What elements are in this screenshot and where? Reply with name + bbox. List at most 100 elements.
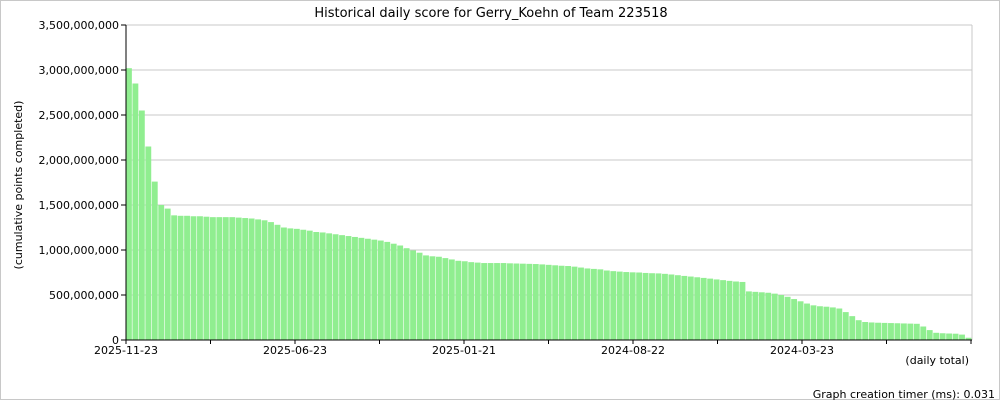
daily-score-bar xyxy=(926,330,933,340)
daily-score-bar xyxy=(435,256,442,340)
daily-score-bar xyxy=(190,216,197,340)
daily-score-bar xyxy=(855,320,862,340)
daily-score-bar xyxy=(151,181,158,340)
daily-score-bar xyxy=(300,229,307,340)
daily-score-bar xyxy=(623,272,630,340)
daily-score-bar xyxy=(261,220,268,340)
daily-score-bar xyxy=(332,234,339,340)
daily-score-bar xyxy=(274,224,281,340)
bars xyxy=(126,68,972,340)
daily-score-bar xyxy=(268,222,274,340)
y-axis-label: (cumulative points completed) xyxy=(12,101,25,270)
daily-score-bar xyxy=(242,218,249,340)
daily-score-bar xyxy=(603,270,610,340)
y-tick-label: 2,000,000,000 xyxy=(39,154,119,167)
daily-score-bar xyxy=(287,228,294,340)
y-tick-label: 3,500,000,000 xyxy=(39,19,119,32)
daily-score-bar xyxy=(888,323,894,340)
daily-score-bar xyxy=(590,268,597,340)
daily-score-bar xyxy=(545,264,552,340)
x-ticks: 2025-11-23 2025-06-23 2025-01-21 2024-08-22… xyxy=(94,340,972,357)
daily-score-bar xyxy=(713,279,720,340)
daily-score-bar xyxy=(132,83,139,340)
daily-score-bar xyxy=(423,255,429,340)
daily-score-bar xyxy=(804,303,810,340)
daily-score-bar xyxy=(513,263,520,340)
chart-title: Historical daily score for Gerry_Koehn o… xyxy=(314,6,667,21)
daily-score-bar xyxy=(778,295,785,340)
daily-score-bar xyxy=(894,323,901,340)
y-tick-label: 1,500,000,000 xyxy=(39,199,119,212)
daily-score-bar xyxy=(758,292,765,340)
daily-score-bar xyxy=(700,277,707,340)
daily-score-bar xyxy=(784,296,791,340)
daily-score-bar xyxy=(674,275,681,340)
daily-score-bar xyxy=(720,280,726,340)
graph-timer-text: Graph creation timer (ms): 0.031 xyxy=(813,388,995,401)
daily-score-bar xyxy=(235,217,242,340)
daily-score-bar xyxy=(229,217,236,340)
daily-score-bar xyxy=(849,316,856,340)
daily-score-bar xyxy=(565,266,572,340)
y-tick-label: 0 xyxy=(112,334,119,347)
daily-score-bar xyxy=(326,233,333,340)
daily-score-bar xyxy=(571,266,578,340)
daily-score-bar xyxy=(881,322,888,340)
x-tick-label: 2025-06-23 xyxy=(263,344,327,357)
daily-score-bar xyxy=(306,230,313,340)
daily-score-bar xyxy=(532,264,539,340)
daily-score-bar xyxy=(900,323,907,340)
daily-score-bar xyxy=(222,217,229,340)
daily-score-bar xyxy=(649,273,655,340)
daily-score-bar xyxy=(280,227,287,340)
daily-score-bar xyxy=(345,236,352,340)
daily-score-bar xyxy=(946,333,953,340)
daily-score-bar xyxy=(552,265,559,340)
daily-score-bar xyxy=(965,337,972,340)
x-tick-label: 2025-01-21 xyxy=(432,344,496,357)
daily-score-bar xyxy=(578,267,584,340)
daily-score-bar xyxy=(397,245,404,340)
daily-score-bar xyxy=(862,322,869,340)
daily-score-bar xyxy=(293,228,300,340)
y-tick-label: 1,000,000,000 xyxy=(39,244,119,257)
y-tick-label: 2,500,000,000 xyxy=(39,109,119,122)
daily-score-bar xyxy=(829,307,836,340)
daily-score-bar xyxy=(597,269,604,340)
daily-score-bar xyxy=(939,333,946,340)
daily-score-bar xyxy=(448,259,455,340)
daily-score-bar xyxy=(339,235,345,340)
daily-score-bar xyxy=(209,217,216,340)
x-axis-label: (daily total) xyxy=(905,354,969,367)
daily-score-bar xyxy=(126,68,132,340)
daily-score-bar xyxy=(410,250,417,340)
daily-score-bar xyxy=(164,208,171,340)
daily-score-bar xyxy=(526,263,533,340)
daily-score-bar xyxy=(817,306,823,340)
daily-score-bar xyxy=(519,263,526,340)
daily-score-bar xyxy=(468,262,475,340)
daily-score-bar xyxy=(765,292,772,340)
daily-score-bar xyxy=(138,110,145,340)
daily-score-bar xyxy=(474,262,481,340)
daily-score-bar xyxy=(655,273,662,340)
daily-score-bar xyxy=(668,274,675,340)
daily-score-bar xyxy=(616,271,623,340)
daily-score-bar xyxy=(810,305,817,340)
daily-score-bar xyxy=(771,293,778,340)
y-tick-label: 500,000,000 xyxy=(49,289,119,302)
daily-score-bar xyxy=(739,281,746,340)
daily-score-bar xyxy=(481,263,488,340)
daily-score-bar xyxy=(429,256,436,340)
daily-score-bar xyxy=(745,291,752,340)
daily-score-bar xyxy=(358,237,365,340)
daily-score-bar xyxy=(875,322,881,340)
daily-score-bar xyxy=(662,273,668,340)
daily-score-bar xyxy=(610,271,617,340)
daily-score-bar xyxy=(416,252,423,340)
daily-score-bar xyxy=(384,241,391,340)
daily-score-bar xyxy=(313,232,320,340)
daily-score-bar xyxy=(171,215,178,340)
daily-score-bar xyxy=(558,265,565,340)
